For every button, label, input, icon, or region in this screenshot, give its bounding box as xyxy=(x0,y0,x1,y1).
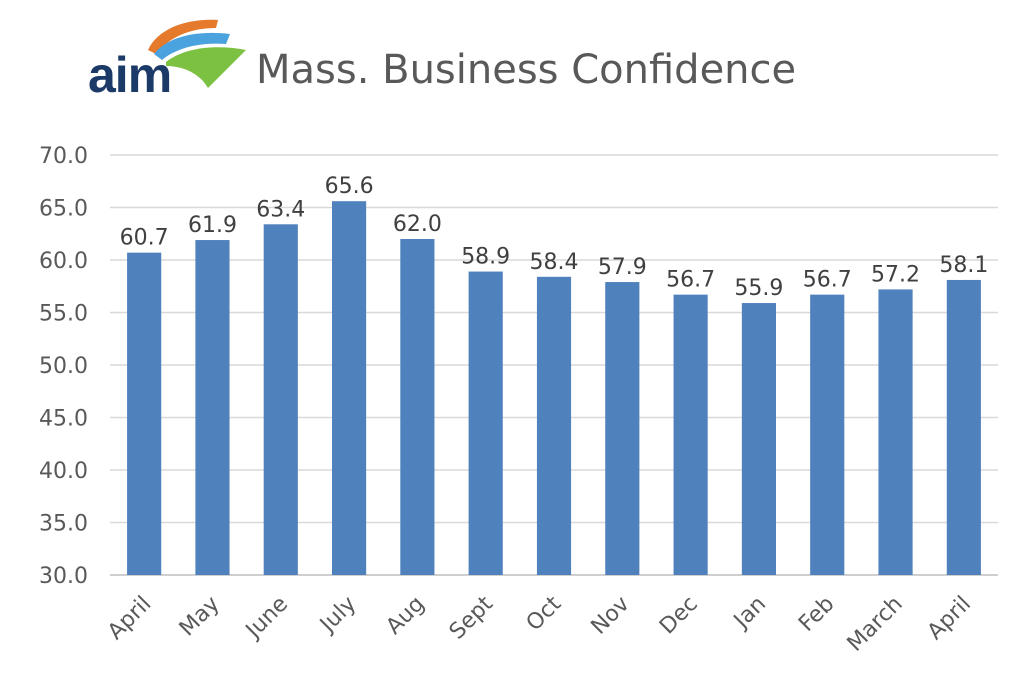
y-tick-label: 35.0 xyxy=(39,512,88,537)
data-label: 57.2 xyxy=(871,262,920,287)
data-labels: 60.7 61.9 63.4 65.6 62.0 58.9 58.4 57.9 56.7 55.9… xyxy=(120,174,989,301)
bar xyxy=(263,224,298,576)
data-label: 62.0 xyxy=(393,212,442,237)
bar xyxy=(536,276,572,575)
chart-header: aim Mass. Business Confidence xyxy=(0,0,1030,110)
data-label: 60.7 xyxy=(120,226,169,251)
x-tick-label: May xyxy=(175,592,225,642)
y-tick-label: 40.0 xyxy=(39,459,88,484)
bar xyxy=(878,289,913,575)
x-tick-label: June xyxy=(240,592,293,645)
bar xyxy=(605,282,640,575)
x-axis-tick-labels: April May June July Aug Sept Oct Nov Dec Jan Feb Ma… xyxy=(103,591,976,656)
x-tick-label: Feb xyxy=(794,592,839,637)
bar-series xyxy=(127,201,981,576)
logo-wordmark: aim xyxy=(88,47,172,103)
bar xyxy=(946,279,981,575)
bar xyxy=(332,201,367,575)
bar xyxy=(468,271,503,575)
x-tick-label: March xyxy=(843,592,908,657)
x-tick-label: April xyxy=(923,592,976,645)
data-label: 61.9 xyxy=(188,213,237,238)
y-tick-label: 60.0 xyxy=(39,249,88,274)
logo-orange-swoosh xyxy=(148,19,218,54)
y-tick-label: 70.0 xyxy=(39,144,88,169)
x-tick-label: Oct xyxy=(522,591,567,636)
data-label: 56.7 xyxy=(803,268,852,293)
x-tick-label: Nov xyxy=(587,592,635,640)
aim-logo-icon xyxy=(148,19,246,88)
data-label: 58.4 xyxy=(530,250,579,275)
data-label: 58.9 xyxy=(461,245,510,270)
x-tick-label: Dec xyxy=(655,592,703,640)
bar xyxy=(127,252,162,575)
x-tick-label: July xyxy=(314,592,361,639)
logo-green-swoosh xyxy=(166,47,246,88)
data-label: 65.6 xyxy=(325,174,374,199)
data-label: 55.9 xyxy=(734,276,783,301)
data-label: 63.4 xyxy=(256,197,305,222)
bar-chart: 30.0 35.0 40.0 45.0 50.0 55.0 60.0 65.0 70.0 60.… xyxy=(39,144,998,657)
y-tick-label: 55.0 xyxy=(39,302,88,327)
x-tick-label: April xyxy=(103,592,156,645)
y-tick-label: 65.0 xyxy=(39,197,88,222)
y-tick-label: 45.0 xyxy=(39,407,88,432)
data-label: 58.1 xyxy=(939,253,988,278)
bar xyxy=(400,239,435,575)
bar xyxy=(741,303,776,575)
y-tick-label: 50.0 xyxy=(39,354,88,379)
logo-blue-swoosh xyxy=(154,32,230,60)
x-tick-label: Aug xyxy=(382,592,430,640)
bar xyxy=(673,294,708,575)
data-label: 56.7 xyxy=(666,268,715,293)
bar xyxy=(810,294,845,575)
chart-title: Mass. Business Confidence xyxy=(256,47,797,93)
bar xyxy=(195,240,230,576)
x-tick-label: Jan xyxy=(728,592,771,635)
y-axis-tick-labels: 30.0 35.0 40.0 45.0 50.0 55.0 60.0 65.0 70.0 xyxy=(39,144,88,589)
x-tick-label: Sept xyxy=(445,591,498,644)
y-tick-label: 30.0 xyxy=(39,564,88,589)
data-label: 57.9 xyxy=(598,255,647,280)
